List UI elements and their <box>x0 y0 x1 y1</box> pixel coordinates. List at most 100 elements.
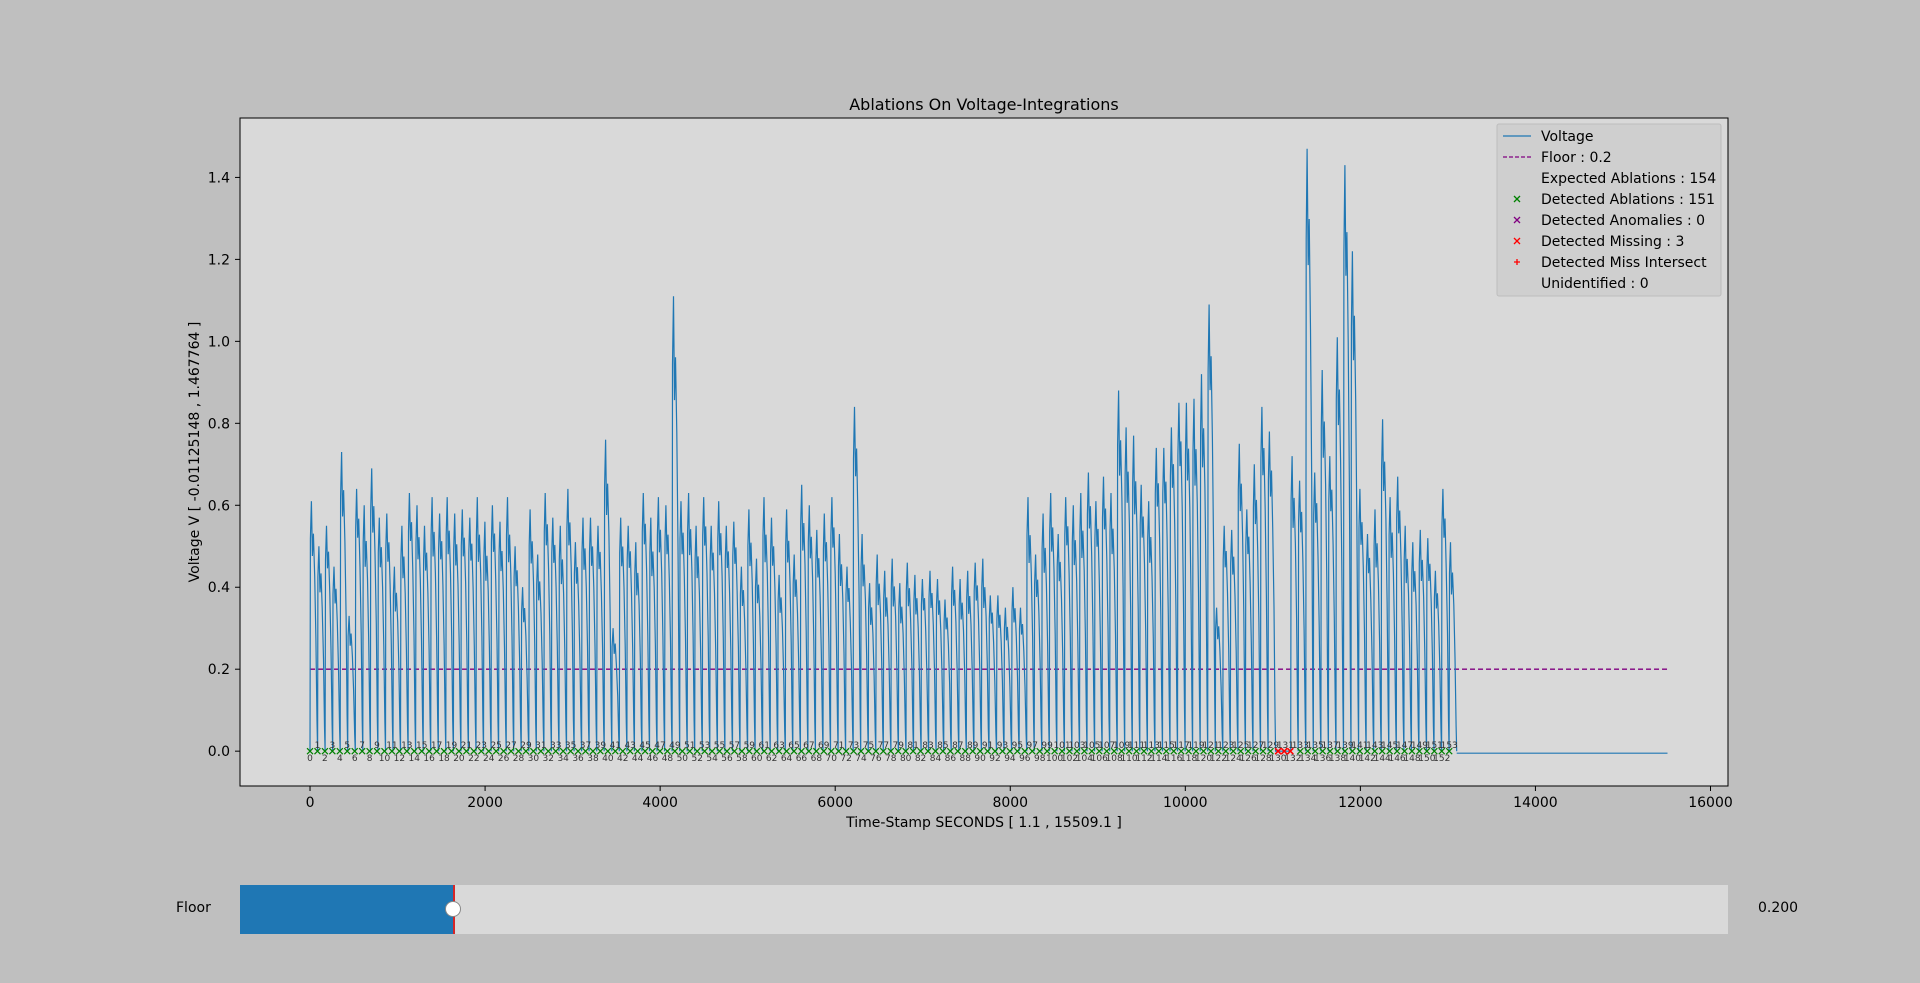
detected-ablation-marker <box>366 747 374 755</box>
ablation-label: 1 <box>315 741 321 751</box>
ablation-label: 75 <box>863 741 874 751</box>
ablation-label: 26 <box>498 754 510 764</box>
detected-ablation-marker <box>1170 747 1178 755</box>
detected-ablation-marker <box>1207 747 1215 755</box>
detected-ablation-marker <box>798 747 805 755</box>
ablation-labels-layer: 1 3 5 7 9 11 13 15 17 19 21 23 25 27 29 31 33 35 37 39 41 43 4… <box>307 741 1458 764</box>
ablation-label: 112 <box>1135 754 1152 764</box>
ablation-label: 14 <box>409 754 421 764</box>
ablation-label: 88 <box>960 754 972 764</box>
detected-ablation-marker <box>619 747 627 755</box>
detected-ablation-marker <box>373 747 381 755</box>
ablation-label: 76 <box>870 754 882 764</box>
detected-ablation-marker <box>678 747 686 755</box>
y-tick-label: 0.0 <box>208 744 230 760</box>
ablation-label: 142 <box>1359 754 1376 764</box>
y-tick-label: 0.2 <box>208 662 230 678</box>
detected-ablation-marker <box>879 747 887 755</box>
detected-ablation-marker <box>596 747 604 755</box>
detected-ablation-marker <box>902 747 910 755</box>
ablation-label: 66 <box>796 754 808 764</box>
ablation-label: 23 <box>476 741 487 751</box>
ablation-label: 24 <box>483 754 495 764</box>
ablation-label: 129 <box>1262 741 1279 751</box>
detected-ablation-marker <box>842 747 850 755</box>
detected-ablation-marker <box>306 747 314 755</box>
detected-ablation-marker <box>1125 747 1133 755</box>
detected-ablation-marker <box>1021 747 1029 755</box>
detected-ablation-marker <box>1103 747 1111 755</box>
ablation-label: 140 <box>1344 754 1361 764</box>
ablation-label: 53 <box>699 741 710 751</box>
ablation-label: 67 <box>803 741 814 751</box>
detected-ablation-marker <box>872 747 880 755</box>
legend-entry: Detected Miss Intersect <box>1541 255 1707 271</box>
detected-ablation-marker <box>1133 747 1140 755</box>
ablation-label: 109 <box>1113 741 1130 751</box>
ablation-label: 59 <box>744 741 756 751</box>
ablation-label: 44 <box>632 754 644 764</box>
detected-ablation-marker <box>1334 747 1341 755</box>
detected-ablation-marker <box>1393 747 1401 755</box>
voltage-line <box>309 148 1668 754</box>
detected-ablation-marker <box>969 747 977 755</box>
detected-ablation-marker <box>589 747 597 755</box>
ablation-label: 51 <box>684 741 695 751</box>
legend-entry: Floor : 0.2 <box>1541 150 1612 166</box>
ablation-label: 132 <box>1284 754 1301 764</box>
detected-ablation-marker <box>381 747 388 755</box>
detected-ablation-marker <box>790 747 798 755</box>
detected-ablation-marker <box>351 747 359 755</box>
ablation-label: 98 <box>1034 754 1046 764</box>
detected-ablation-marker <box>1095 747 1103 755</box>
floor-slider-label: Floor <box>176 900 211 916</box>
missing-ablation-marker <box>1280 747 1288 755</box>
detected-ablation-marker <box>1036 747 1044 755</box>
ablation-label: 68 <box>811 754 823 764</box>
ablation-label: 27 <box>505 741 516 751</box>
floor-slider-handle[interactable] <box>445 901 461 917</box>
ablation-label: 118 <box>1180 754 1197 764</box>
detected-ablation-marker <box>984 747 992 755</box>
voltage-series-layer <box>309 148 1668 754</box>
ablation-label: 85 <box>937 741 948 751</box>
ablation-label: 58 <box>736 754 748 764</box>
detected-ablation-marker <box>827 747 835 755</box>
ablation-label: 52 <box>691 754 702 764</box>
detected-ablation-marker <box>604 747 612 755</box>
detected-ablation-marker <box>448 747 455 755</box>
ablation-label: 48 <box>662 754 674 764</box>
ablation-label: 100 <box>1046 754 1063 764</box>
detected-ablation-marker <box>321 747 329 755</box>
detected-ablation-marker <box>1267 747 1274 755</box>
ablation-label: 69 <box>818 741 830 751</box>
ablation-label: 3 <box>329 741 335 751</box>
ablation-label: 151 <box>1426 741 1443 751</box>
ablation-label: 139 <box>1336 741 1353 751</box>
ablation-label: 134 <box>1299 754 1316 764</box>
ablation-markers-layer <box>306 747 1453 755</box>
ablation-label: 80 <box>900 754 912 764</box>
x-tick-label: 12000 <box>1338 795 1383 811</box>
floor-slider[interactable] <box>240 885 1728 934</box>
ablation-label: 138 <box>1329 754 1346 764</box>
ablation-label: 22 <box>468 754 479 764</box>
x-tick-label: 8000 <box>992 795 1028 811</box>
detected-ablation-marker <box>1438 747 1446 755</box>
detected-ablation-marker <box>663 747 671 755</box>
detected-ablation-marker <box>1110 747 1118 755</box>
ablation-label: 111 <box>1128 741 1145 751</box>
detected-ablation-marker <box>865 747 872 755</box>
ablation-label: 104 <box>1076 754 1093 764</box>
ablation-label: 21 <box>461 741 472 751</box>
ablation-label: 37 <box>580 741 591 751</box>
detected-ablation-marker <box>1259 747 1267 755</box>
detected-ablation-marker <box>917 747 924 755</box>
detected-ablation-marker <box>716 747 723 755</box>
ablation-label: 119 <box>1187 741 1204 751</box>
detected-ablation-marker <box>1348 747 1356 755</box>
ablation-label: 107 <box>1098 741 1115 751</box>
legend: Voltage Floor : 0.2 Expected Ablations : 1… <box>1496 123 1722 297</box>
